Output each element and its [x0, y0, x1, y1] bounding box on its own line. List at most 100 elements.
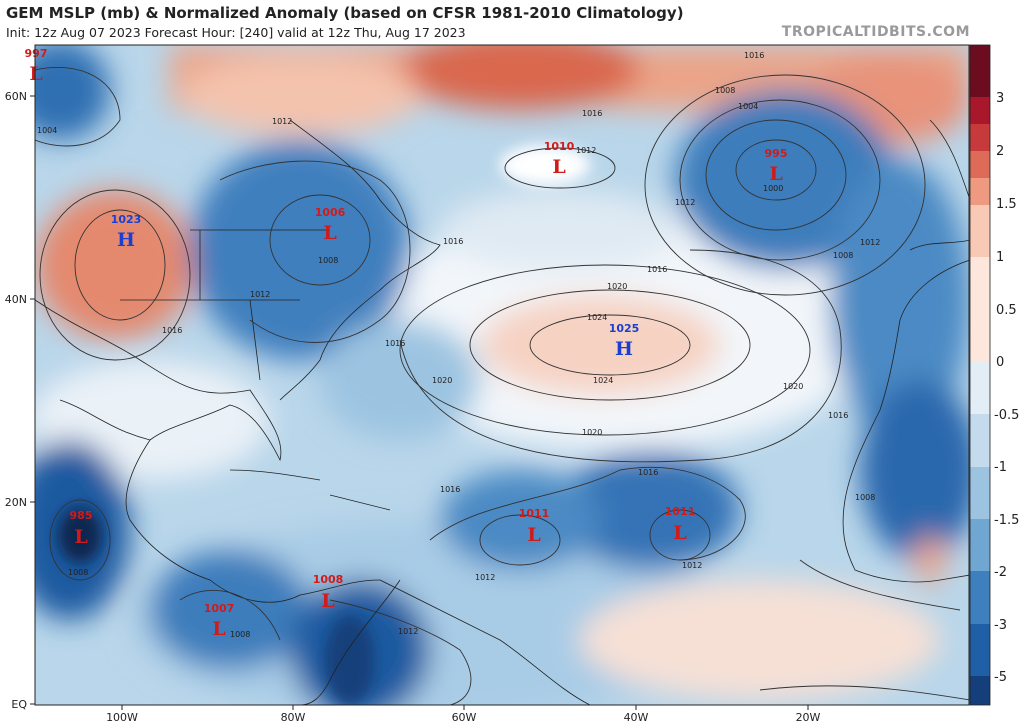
center-letter: L	[321, 590, 334, 612]
lon-tick-label: 40W	[624, 711, 649, 724]
center-letter: L	[769, 163, 782, 185]
colorbar-tick: 2	[996, 144, 1004, 159]
colorbar-segment	[970, 97, 990, 124]
low-center: 1010 L	[544, 140, 575, 178]
center-value: 1010	[544, 140, 575, 153]
contour-label: 1008	[855, 493, 875, 502]
colorbar-tick: 0.5	[996, 303, 1017, 318]
lat-tick-label: 60N	[5, 90, 27, 103]
center-letter: L	[74, 526, 87, 548]
colorbar-tick: -3	[994, 618, 1007, 633]
low-center: 985 L	[70, 509, 93, 548]
contour-label: 1012	[272, 117, 292, 126]
contour-label: 1020	[432, 376, 452, 385]
contour-label: 1016	[647, 265, 667, 274]
map-frame	[34, 44, 970, 706]
contour-label: 1016	[162, 326, 182, 335]
center-value: 1007	[204, 602, 235, 615]
contour-label: 1004	[37, 126, 57, 135]
contour-label: 1020	[582, 428, 602, 437]
contour-label: 1008	[833, 251, 853, 260]
contour-label: 1012	[682, 561, 702, 570]
center-letter: L	[552, 156, 565, 178]
colorbar-tick: -1	[994, 460, 1007, 475]
center-value: 1006	[315, 206, 346, 219]
contour-label: 1000	[763, 184, 783, 193]
center-letter: H	[615, 338, 633, 360]
contour-label: 1012	[250, 290, 270, 299]
contour-label: 1024	[593, 376, 613, 385]
lat-tick-label: EQ	[11, 698, 27, 711]
contour-labels: 1024 1024 1020 1020 1020 1020 1016 1016 …	[37, 51, 880, 639]
colorbar-tick: -5	[994, 670, 1007, 685]
center-letter: L	[29, 63, 42, 85]
colorbar-segment	[970, 178, 990, 205]
colorbar: 3 2 1.5 1 0.5 0 -0.5 -1 -1.5 -2 -3 -5	[969, 44, 1019, 706]
center-letter: L	[527, 524, 540, 546]
lon-tick-label: 60W	[452, 711, 477, 724]
colorbar-tick: -1.5	[994, 513, 1019, 528]
contour-label: 1016	[638, 468, 658, 477]
low-center: 1008 L	[313, 573, 344, 612]
center-value: 995	[765, 147, 788, 160]
colorbar-segment	[970, 205, 990, 257]
colorbar-tick: 3	[996, 91, 1004, 106]
lat-tick-label: 20N	[5, 496, 27, 509]
contour-label: 1016	[582, 109, 602, 118]
lon-tick-label: 100W	[106, 711, 138, 724]
colorbar-segment	[970, 624, 990, 676]
contour-label: 1012	[398, 627, 418, 636]
contour-label: 1016	[385, 339, 405, 348]
contour-label: 1024	[587, 313, 607, 322]
contour-label: 1012	[475, 573, 495, 582]
colorbar-segment	[970, 151, 990, 178]
center-letter: L	[323, 222, 336, 244]
colorbar-segment	[970, 362, 990, 414]
high-center: 1025 H	[609, 322, 640, 360]
contour-label: 1012	[860, 238, 880, 247]
contour-label: 1020	[783, 382, 803, 391]
contour-label: 1012	[576, 146, 596, 155]
center-value: 985	[70, 509, 93, 522]
low-center: 1011 L	[519, 507, 550, 546]
colorbar-segment	[970, 414, 990, 467]
center-value: 1011	[519, 507, 550, 520]
contour-label: 1016	[443, 237, 463, 246]
center-letter: L	[673, 522, 686, 544]
low-center: 995 L	[765, 147, 788, 185]
low-center: 1011 L	[665, 505, 696, 544]
colorbar-tick: 0	[996, 355, 1004, 370]
lon-tick-label: 80W	[281, 711, 306, 724]
center-value: 997	[25, 47, 48, 60]
contour-label: 1008	[715, 86, 735, 95]
isobars	[35, 67, 969, 705]
colorbar-tick: -0.5	[994, 408, 1019, 423]
colorbar-segment	[970, 676, 990, 705]
lat-tick-label: 40N	[5, 293, 27, 306]
low-center: 1006 L	[315, 206, 346, 244]
colorbar-tick: -2	[994, 565, 1007, 580]
colorbar-tick: 1.5	[996, 197, 1017, 212]
center-value: 1011	[665, 505, 696, 518]
pressure-centers: 997 L 1023 H 1006 L 1010 L 995 L 1025 H 985 L 1…	[25, 47, 788, 640]
colorbar-segment	[970, 310, 990, 362]
contour-label: 1016	[828, 411, 848, 420]
contour-label: 1004	[738, 102, 758, 111]
colorbar-segment	[970, 124, 990, 151]
lon-axis: 100W 80W 60W 40W 20W	[106, 705, 821, 724]
center-value: 1023	[111, 213, 142, 226]
colorbar-tick: 1	[996, 250, 1004, 265]
high-center: 1023 H	[111, 213, 142, 251]
contour-label: 1012	[675, 198, 695, 207]
lat-axis: 60N 40N 20N EQ	[5, 90, 35, 711]
contour-label: 1016	[440, 485, 460, 494]
contour-label: 1008	[68, 568, 88, 577]
map-title: GEM MSLP (mb) & Normalized Anomaly (base…	[6, 4, 684, 22]
center-letter: H	[117, 229, 135, 251]
coastlines	[35, 119, 969, 705]
contour-label: 1008	[318, 256, 338, 265]
center-value: 1008	[313, 573, 344, 586]
center-value: 1025	[609, 322, 640, 335]
colorbar-segment	[970, 257, 990, 310]
